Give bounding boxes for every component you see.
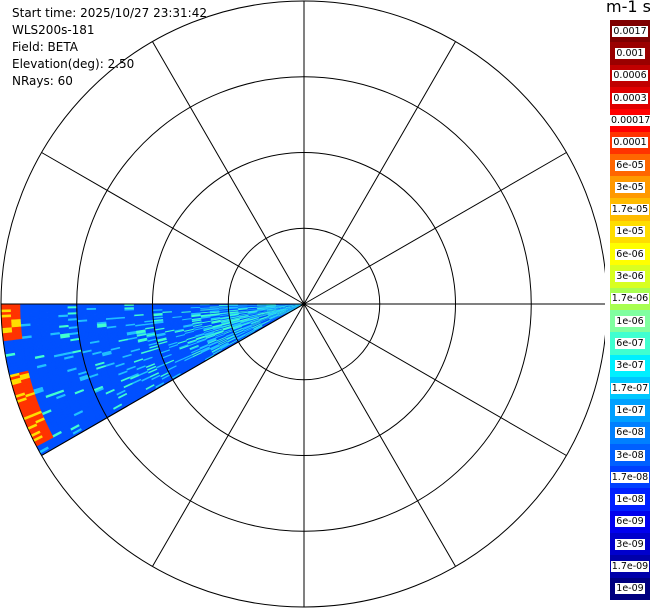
- azimuth-line: [303, 303, 456, 567]
- azimuth-line: [303, 152, 567, 305]
- start-time-text: Start time: 2025/10/27 23:31:42: [12, 6, 207, 20]
- colorbar: 0.0017 0.001 0.0006 0.0003 0.00017 0.0001 6e-0…: [610, 20, 650, 601]
- colorbar-tick-label: 0.00017: [610, 114, 650, 126]
- colorbar-tick-label: 0.0017: [612, 25, 648, 37]
- colorbar-tick-label: 6e-08: [615, 427, 645, 439]
- colorbar-tick-label: 1e-09: [615, 583, 645, 595]
- colorbar-tick-label: 0.0003: [612, 92, 648, 104]
- azimuth-line: [41, 303, 305, 456]
- elevation-text: Elevation(deg): 2.50: [12, 57, 135, 71]
- instrument-text: WLS200s-181: [12, 23, 95, 37]
- colorbar-tick-label: 6e-06: [615, 248, 645, 260]
- colorbar-tick-label: 0.0006: [612, 70, 648, 82]
- data-sector: [0, 303, 305, 456]
- colorbar-tick-label: 1.7e-06: [610, 293, 650, 305]
- colorbar-tick-label: 6e-07: [615, 337, 645, 349]
- colorbar-tick-label: 0.001: [615, 47, 645, 59]
- colorbar-tick-label: 1e-05: [615, 226, 645, 238]
- field-text: Field: BETA: [12, 40, 78, 54]
- colorbar-tick-label: 6e-05: [615, 159, 645, 171]
- colorbar-tick-label: 1.7e-05: [610, 204, 650, 216]
- colorbar-tick-label: 1.7e-08: [610, 471, 650, 483]
- colorbar-tick-label: 0.0001: [612, 137, 648, 149]
- polar-grid: [0, 0, 605, 608]
- range-gate-cell: [10, 306, 21, 310]
- colorbar-tick-label: 1e-08: [615, 494, 645, 506]
- nrays-text: NRays: 60: [12, 74, 73, 88]
- colorbar-tick-label: 3e-06: [615, 271, 645, 283]
- azimuth-line: [303, 41, 456, 305]
- colorbar-tick-label: 1e-07: [615, 404, 645, 416]
- azimuth-line: [152, 41, 305, 305]
- azimuth-line: [152, 303, 305, 567]
- colorbar-tick-label: 3e-07: [615, 360, 645, 372]
- azimuth-line: [303, 303, 567, 456]
- colorbar-tick-label: 6e-09: [615, 516, 645, 528]
- colorbar-tick-label: 1e-06: [615, 315, 645, 327]
- azimuth-line: [41, 152, 305, 305]
- range-gate-cell: [29, 306, 40, 310]
- colorbar-tick-label: 3e-05: [615, 181, 645, 193]
- range-gate-cell: [0, 306, 11, 310]
- colorbar-units: m-1 sr-1: [606, 0, 650, 16]
- colorbar-tick-label: 1.7e-09: [610, 561, 650, 573]
- colorbar-tick-label: 3e-08: [615, 449, 645, 461]
- colorbar-tick-label: 1.7e-07: [610, 382, 650, 394]
- ppi-plot: [0, 0, 605, 608]
- colorbar-tick-label: 3e-09: [615, 538, 645, 550]
- range-gate-cell: [19, 306, 30, 310]
